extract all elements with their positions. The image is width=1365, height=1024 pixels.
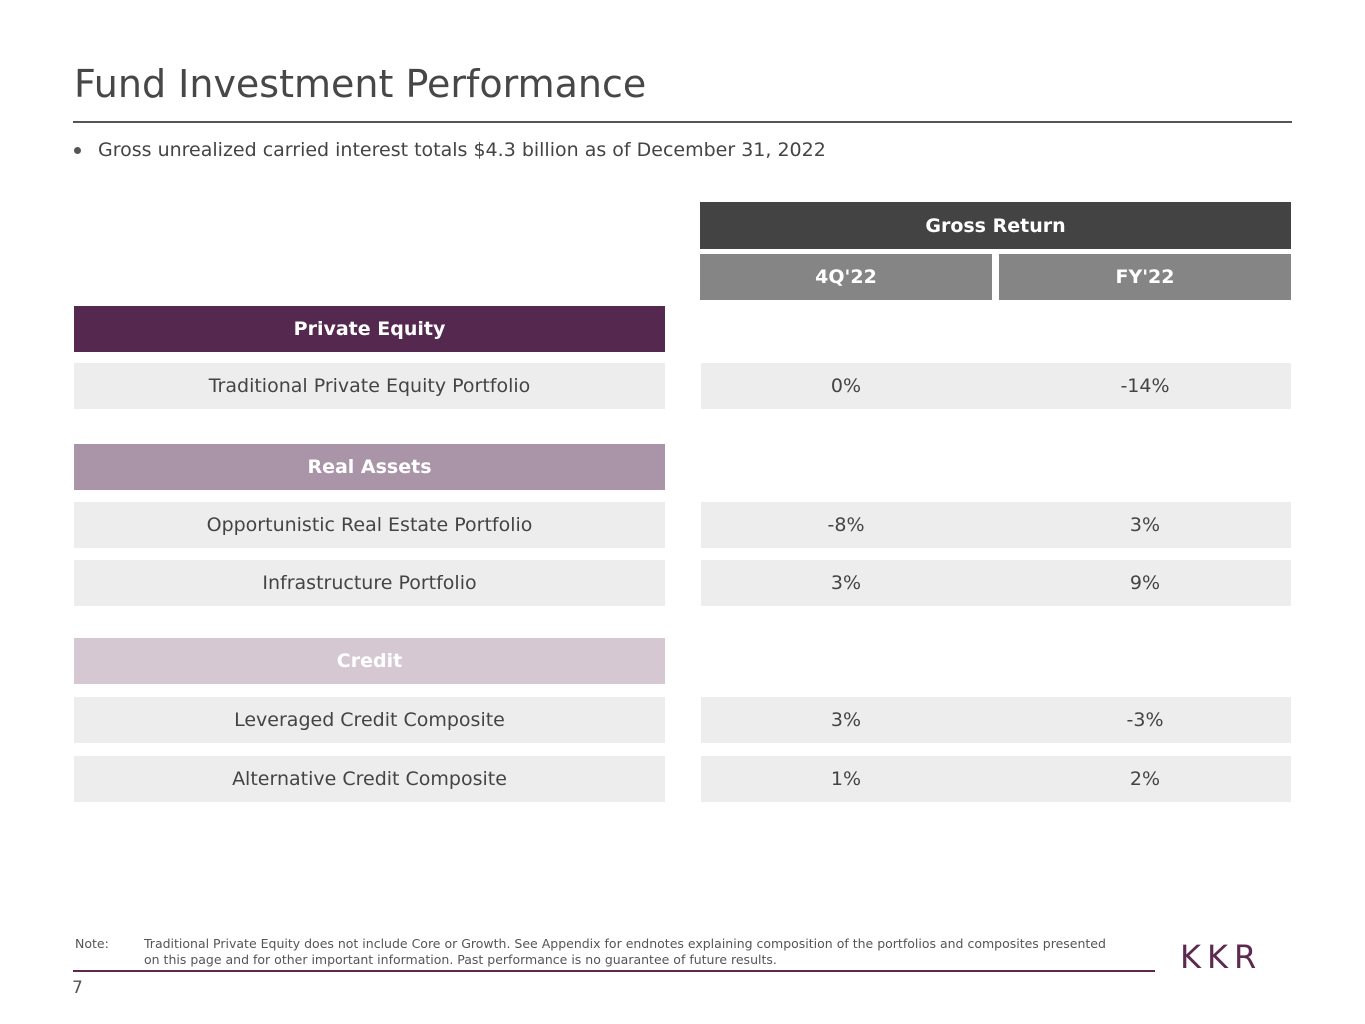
page-title: Fund Investment Performance	[74, 62, 647, 106]
summary-bullet: Gross unrealized carried interest totals…	[74, 139, 826, 161]
category-private-equity: Private Equity	[74, 306, 665, 352]
note-label: Note:	[75, 936, 109, 951]
row-label-alternative-credit: Alternative Credit Composite	[74, 756, 665, 802]
summary-bullet-text: Gross unrealized carried interest totals…	[98, 139, 826, 161]
note-text: Traditional Private Equity does not incl…	[144, 936, 1106, 967]
page-number: 7	[72, 978, 83, 998]
table-row: 3% -3%	[701, 697, 1291, 743]
bullet-icon	[74, 146, 81, 154]
value-4q22: 1%	[830, 768, 862, 790]
title-divider	[73, 121, 1292, 123]
category-real-assets: Real Assets	[74, 444, 665, 490]
footer-divider	[73, 970, 1155, 972]
row-label-infrastructure: Infrastructure Portfolio	[74, 560, 665, 606]
gross-return-header: Gross Return	[700, 202, 1291, 249]
table-row: 1% 2%	[701, 756, 1291, 802]
row-label-traditional-pe: Traditional Private Equity Portfolio	[74, 363, 665, 409]
value-4q22: 3%	[830, 709, 862, 731]
value-fy22: -14%	[1120, 375, 1170, 397]
value-4q22: 3%	[830, 572, 862, 594]
value-4q22: -8%	[827, 514, 865, 536]
value-fy22: -3%	[1126, 709, 1164, 731]
kkr-logo: KKR	[1180, 938, 1263, 976]
value-fy22: 3%	[1129, 514, 1161, 536]
row-label-leveraged-credit: Leveraged Credit Composite	[74, 697, 665, 743]
value-4q22: 0%	[830, 375, 862, 397]
value-fy22: 9%	[1129, 572, 1161, 594]
column-header-fy22: FY'22	[999, 254, 1291, 300]
value-fy22: 2%	[1129, 768, 1161, 790]
table-row: -8% 3%	[701, 502, 1291, 548]
row-label-opportunistic-real-estate: Opportunistic Real Estate Portfolio	[74, 502, 665, 548]
category-credit: Credit	[74, 638, 665, 684]
table-row: 3% 9%	[701, 560, 1291, 606]
column-header-4q22: 4Q'22	[700, 254, 992, 300]
table-row: 0% -14%	[701, 363, 1291, 409]
